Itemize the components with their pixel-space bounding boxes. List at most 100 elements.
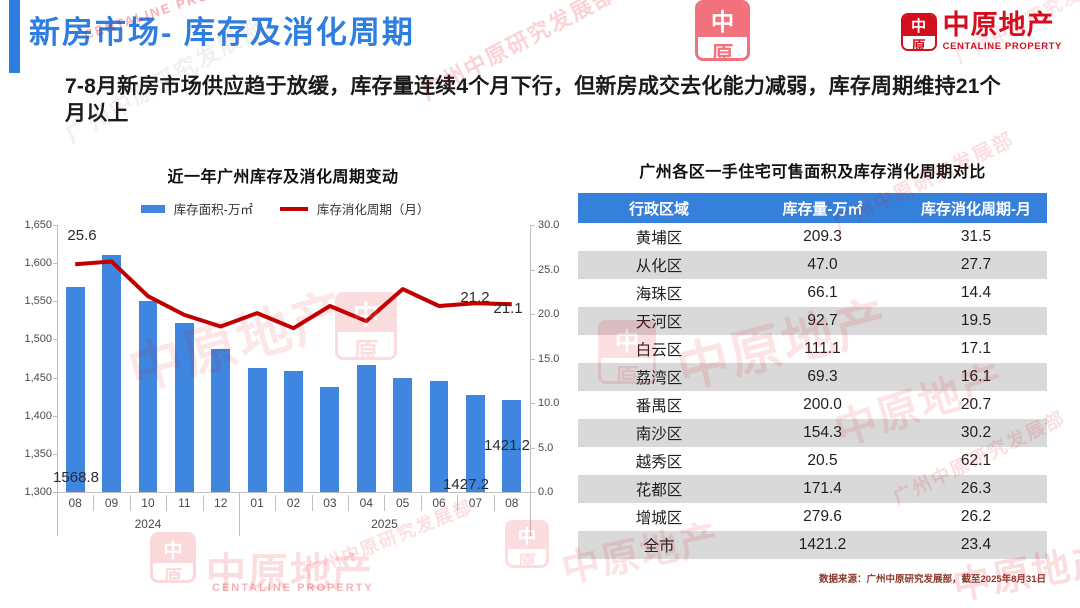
y-axis-right-tick-label: 25.0 — [538, 263, 560, 276]
table-cell: 19.5 — [905, 307, 1047, 335]
x-axis-month-label: 03 — [323, 496, 337, 510]
table-cell: 增城区 — [635, 510, 683, 527]
legend-bar-swatch-icon — [140, 204, 165, 213]
y-axis-left-tick — [53, 377, 57, 379]
table-cell: 荔湾区 — [578, 363, 740, 391]
table-cell: 111.1 — [804, 340, 841, 357]
table-cell: 花都区 — [578, 475, 740, 503]
y-axis-left-tick — [53, 225, 57, 226]
inventory-bar — [502, 399, 522, 492]
table-cell: 黄埔区 — [635, 230, 683, 247]
x-axis-month-separator — [311, 495, 313, 511]
x-axis-year-separator — [57, 492, 58, 536]
seal-bottom-char: 原 — [902, 36, 935, 49]
table-cell: 20.5 — [807, 452, 838, 469]
x-axis-month-label: 08 — [505, 496, 519, 510]
inventory-bar — [138, 300, 158, 492]
chart-point-label: 21.2 — [460, 289, 490, 306]
chart-point-label: 25.6 — [67, 227, 97, 244]
table-cell: 白云区 — [635, 342, 683, 359]
y-axis-left-tick-label: 1,400 — [24, 409, 52, 422]
table-cell: 天河区 — [578, 307, 740, 335]
centaline-logo: 中 原 中原地产 CENTALINE PROPERTY — [900, 10, 1062, 52]
chart-legend: 库存面积-万㎡ 库存消化周期（月） — [0, 199, 570, 218]
chart-point-label: 1427.2 — [443, 476, 489, 493]
table-header-cell: 库存量-万㎡ — [740, 193, 905, 223]
y-axis-right-tick-label: 20.0 — [538, 308, 560, 320]
table-row: 白云区 111.1 17.1 — [578, 335, 1047, 363]
inventory-bar — [102, 254, 122, 492]
inventory-bar — [356, 364, 376, 492]
table-cell: 66.1 — [807, 284, 838, 301]
y-axis-left-tick-label: 1,300 — [24, 486, 52, 498]
table-row: 越秀区 20.5 62.1 — [578, 447, 1047, 475]
y-axis-right-tick — [530, 358, 535, 360]
table-cell: 海珠区 — [635, 286, 683, 303]
table-cell: 越秀区 — [635, 454, 683, 471]
y-axis-left-tick — [53, 453, 57, 455]
inventory-bar — [211, 349, 231, 492]
x-axis-year-separator — [238, 492, 240, 536]
x-axis-line — [57, 492, 531, 493]
inventory-bar — [393, 377, 413, 492]
table-header-row: 行政区域 库存量-万㎡ 库存消化周期-月 — [578, 193, 1047, 223]
table-cell: 27.7 — [905, 251, 1047, 279]
x-axis-month-label: 05 — [395, 496, 410, 510]
inventory-bar — [320, 387, 340, 492]
table-cell: 209.3 — [803, 228, 842, 245]
x-axis-month-label: 01 — [250, 496, 264, 510]
x-axis-month-separator — [166, 495, 168, 511]
y-axis-right-tick-label: 30.0 — [538, 219, 560, 231]
key-finding-text: 7-8月新房市场供应趋于放缓，库存量连续4个月下行，但新房成交去化能力减弱，库存… — [65, 75, 1001, 125]
table-cell: 26.2 — [960, 508, 992, 525]
y-axis-left-tick — [53, 339, 57, 341]
chart-point-label: 1421.2 — [484, 437, 530, 454]
table-cell: 69.3 — [740, 363, 905, 391]
x-axis-month-label: 10 — [141, 496, 155, 510]
x-axis-month-label: 08 — [68, 496, 82, 510]
x-axis-month-separator — [93, 495, 95, 511]
table-title: 广州各区一手住宅可售面积及库存消化周期对比 — [639, 164, 986, 181]
legend-line-label: 库存消化周期（月） — [316, 203, 430, 217]
x-axis-month-separator — [384, 495, 386, 511]
x-axis-month-label: 09 — [104, 496, 119, 510]
table-cell: 31.5 — [960, 228, 992, 245]
table-cell: 200.0 — [803, 396, 842, 413]
table-cell: 171.4 — [740, 475, 905, 503]
y-axis-right-tick-label: 10.0 — [538, 397, 560, 409]
y-axis-left-tick — [53, 301, 57, 303]
y-axis-right-tick — [530, 269, 535, 271]
chart-title: 近一年广州库存及消化周期变动 — [167, 169, 399, 186]
table-cell: 23.4 — [905, 531, 1047, 559]
y-axis-left-tick — [53, 263, 57, 265]
inventory-bar — [465, 394, 485, 492]
x-axis-month-label: 12 — [214, 496, 228, 510]
table-cell: 1421.2 — [740, 531, 905, 559]
x-axis-month-label: 07 — [468, 496, 483, 510]
table-row: 南沙区 154.3 30.2 — [578, 419, 1047, 447]
table-cell: 从化区 — [578, 251, 740, 279]
x-axis-month-label: 06 — [432, 496, 446, 510]
chart-point-label: 1568.8 — [53, 469, 99, 486]
logo-name: 中原地产 — [942, 10, 1055, 40]
table-cell: 全市 — [578, 531, 740, 559]
table-row: 黄埔区 209.3 31.5 — [578, 223, 1047, 251]
legend-line-swatch-icon — [279, 206, 308, 211]
table-row: 海珠区 66.1 14.4 — [578, 279, 1047, 307]
inventory-bar — [284, 371, 303, 492]
table-cell: 62.1 — [960, 452, 992, 469]
y-axis-right-tick — [530, 403, 535, 404]
table-cell: 16.1 — [905, 363, 1047, 391]
district-table-section: 广州各区一手住宅可售面积及库存消化周期对比 行政区域 库存量-万㎡ 库存消化周期-月… — [578, 158, 1047, 559]
x-axis-month-separator — [275, 495, 277, 511]
y-axis-left-tick — [53, 492, 57, 493]
table-cell: 30.2 — [905, 419, 1047, 447]
y-axis-right-tick — [530, 314, 535, 315]
x-axis-year-label: 2024 — [134, 517, 162, 531]
y-axis-right-tick — [530, 492, 535, 493]
inventory-bar — [247, 368, 267, 492]
x-axis-month-label: 11 — [178, 496, 191, 510]
table-row: 全市 1421.2 23.4 — [578, 531, 1047, 559]
table-row: 花都区 171.4 26.3 — [578, 475, 1047, 503]
